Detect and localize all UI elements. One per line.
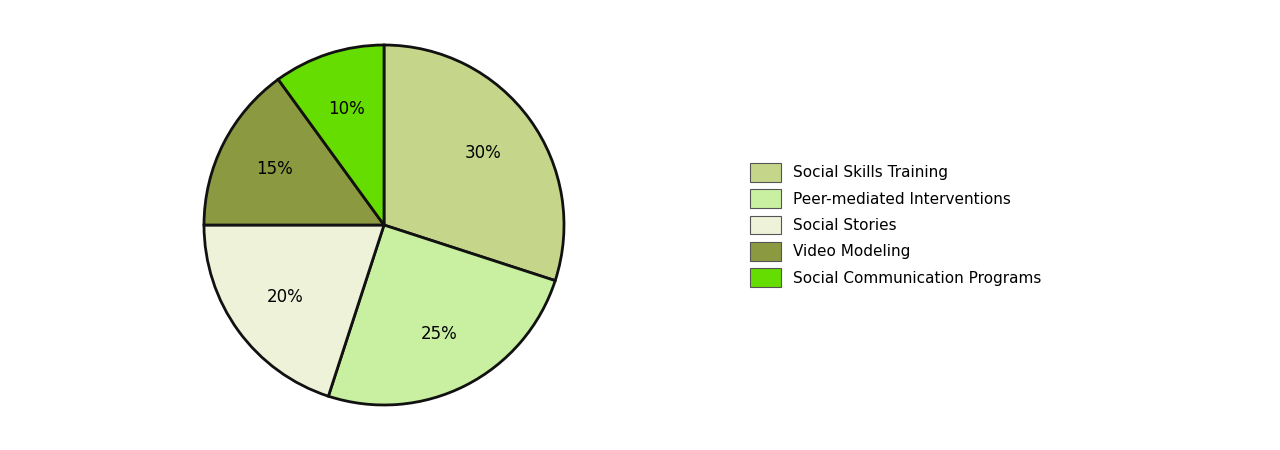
- Text: 25%: 25%: [421, 325, 458, 343]
- Legend: Social Skills Training, Peer-mediated Interventions, Social Stories, Video Model: Social Skills Training, Peer-mediated In…: [750, 163, 1041, 287]
- Wedge shape: [329, 225, 556, 405]
- Text: 20%: 20%: [266, 288, 303, 306]
- Wedge shape: [278, 45, 384, 225]
- Wedge shape: [204, 79, 384, 225]
- Text: 30%: 30%: [465, 144, 502, 162]
- Text: 15%: 15%: [256, 161, 293, 179]
- Wedge shape: [204, 225, 384, 396]
- Wedge shape: [384, 45, 564, 281]
- Text: 10%: 10%: [328, 99, 365, 117]
